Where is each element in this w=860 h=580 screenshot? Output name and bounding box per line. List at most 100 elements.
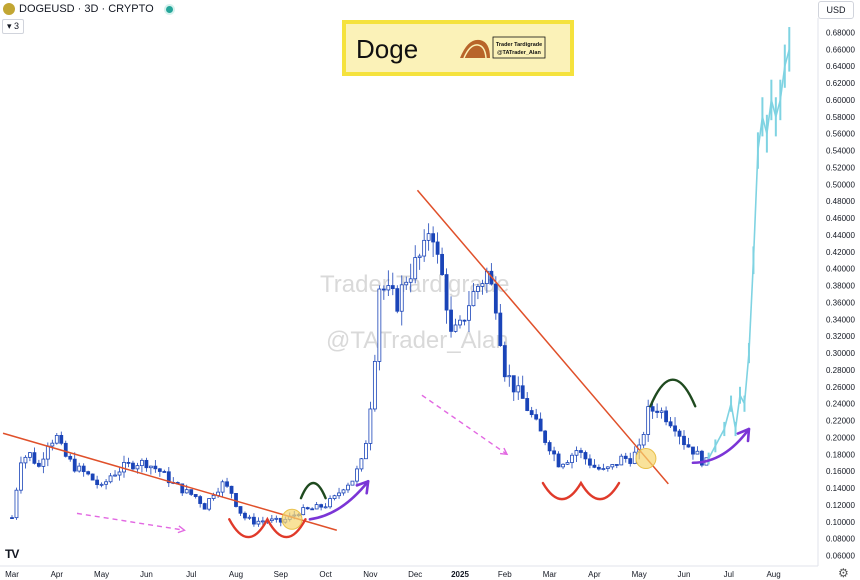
candle — [274, 515, 279, 523]
candle — [390, 272, 395, 296]
candle-body — [614, 464, 619, 466]
candle-body — [628, 458, 633, 464]
candle-body — [381, 288, 386, 291]
candle — [570, 452, 574, 469]
candle-body — [444, 274, 449, 311]
price-tick-label: 0.40000 — [826, 265, 855, 274]
candle — [386, 270, 391, 297]
currency-button[interactable]: USD — [818, 1, 854, 19]
candle-body — [59, 435, 64, 444]
candle-body — [408, 278, 413, 283]
candle — [435, 232, 440, 264]
candle-body — [225, 481, 229, 487]
candle-body — [341, 489, 346, 494]
candle-body — [346, 484, 350, 491]
time-tick-label: May — [94, 570, 109, 579]
candle-body — [413, 257, 418, 280]
candle — [113, 470, 117, 477]
market-open-indicator-icon — [165, 5, 173, 13]
price-tick-label: 0.36000 — [826, 298, 855, 307]
candle-body — [570, 454, 574, 463]
candle — [68, 453, 73, 462]
candle — [395, 285, 400, 314]
candle — [350, 480, 355, 486]
symbol-title[interactable]: DOGEUSD · 3D · CRYPTO — [19, 3, 154, 15]
candle — [592, 459, 597, 469]
candle — [655, 403, 660, 419]
symbol-header[interactable]: DOGEUSD · 3D · CRYPTO — [0, 0, 173, 18]
candle — [63, 440, 68, 458]
candle — [202, 502, 207, 510]
candle-body — [301, 507, 306, 516]
price-tick-label: 0.16000 — [826, 467, 855, 476]
candle — [534, 408, 539, 421]
candle-body — [556, 453, 561, 468]
candle-body — [10, 517, 14, 519]
candle — [319, 503, 324, 511]
candle-body — [547, 442, 552, 452]
price-tick-label: 0.48000 — [826, 197, 855, 206]
price-tick-label: 0.30000 — [826, 349, 855, 358]
logo-text-box — [492, 36, 546, 59]
gear-icon[interactable]: ⚙ — [838, 566, 849, 580]
candle — [458, 315, 462, 329]
candle-body — [95, 479, 100, 485]
candle-body — [695, 450, 700, 455]
candle — [10, 515, 14, 519]
candle — [462, 319, 467, 326]
candle — [583, 450, 588, 465]
candle — [28, 452, 32, 462]
candle — [122, 455, 126, 478]
candle-body — [390, 285, 395, 290]
candle — [359, 457, 364, 472]
logo-label: Doge — [356, 34, 418, 64]
candle — [493, 276, 498, 320]
price-tick-label: 0.68000 — [826, 28, 855, 37]
candle-body — [108, 475, 113, 483]
candle-body — [323, 506, 328, 509]
candle-body — [45, 445, 50, 460]
candle-body — [449, 309, 453, 332]
candle — [36, 459, 41, 468]
candle — [610, 463, 615, 470]
indicators-toggle-button[interactable]: ▾ 3 — [2, 19, 25, 34]
candle-body — [355, 468, 359, 482]
candle — [422, 229, 427, 262]
candle — [332, 494, 337, 501]
candle-body — [561, 463, 565, 468]
candle-body — [543, 430, 548, 443]
candle-body — [592, 464, 597, 468]
candle-body — [516, 385, 521, 393]
price-tick-label: 0.64000 — [826, 62, 855, 71]
candle — [81, 463, 86, 477]
candle — [19, 456, 23, 494]
candle-body — [144, 459, 149, 469]
candle-body — [364, 443, 368, 460]
candle-body — [511, 375, 516, 393]
candle — [650, 402, 655, 419]
candle-body — [135, 465, 140, 470]
candle — [538, 412, 543, 432]
candle-body — [81, 465, 86, 473]
candle-body — [207, 498, 212, 510]
candle-body — [41, 458, 46, 467]
candle-body — [610, 464, 615, 468]
candle — [260, 516, 265, 526]
candle — [431, 226, 436, 258]
candle — [404, 276, 409, 290]
candle-body — [395, 288, 400, 312]
candle-body — [691, 446, 695, 455]
candle — [305, 506, 310, 510]
candle-body — [431, 233, 436, 243]
candle-body — [274, 517, 279, 520]
candle — [86, 470, 91, 476]
price-tick-label: 0.38000 — [826, 282, 855, 291]
bullish-arrow-head — [736, 427, 751, 443]
price-tick-label: 0.28000 — [826, 366, 855, 375]
candle-body — [72, 458, 77, 472]
candle-body — [458, 319, 462, 326]
candle — [668, 416, 673, 429]
candle-body — [319, 504, 324, 508]
candle — [646, 399, 651, 442]
